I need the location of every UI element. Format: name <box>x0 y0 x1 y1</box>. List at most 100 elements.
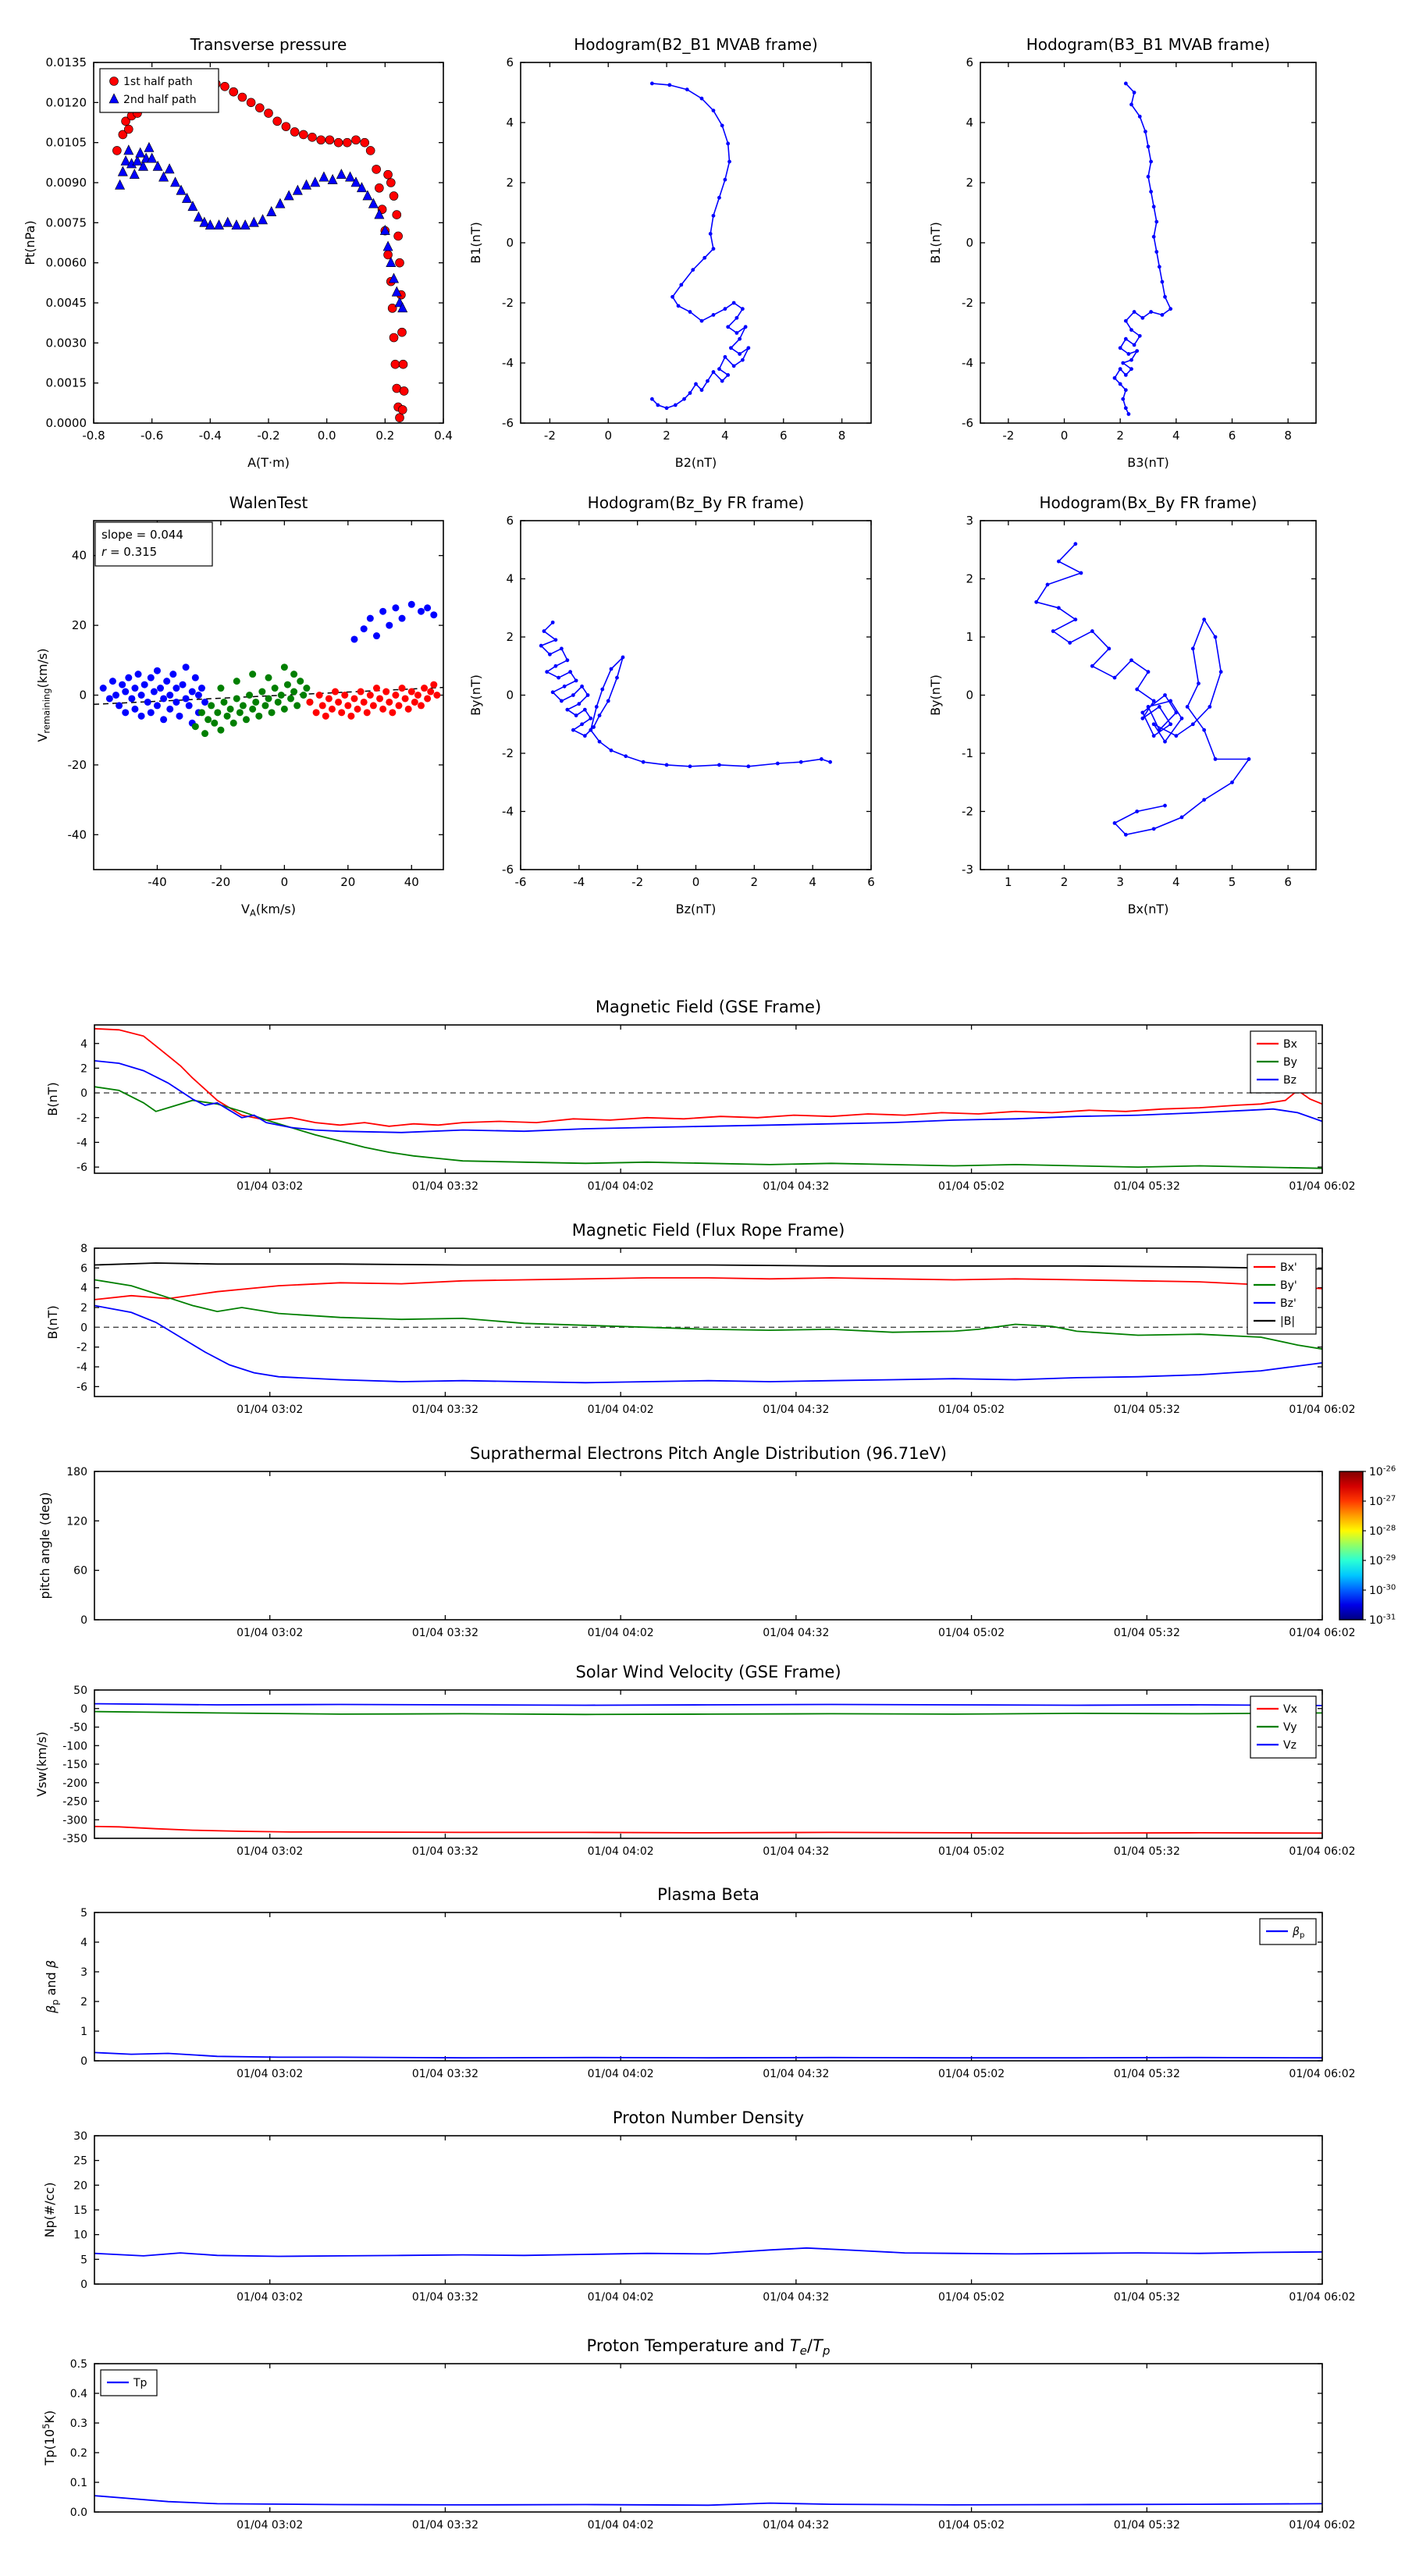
y-tick-label: -1 <box>962 746 973 760</box>
legend-label: 1st half path <box>123 76 193 88</box>
x-tick-label: 01/04 03:02 <box>237 2519 303 2532</box>
series-beta-p <box>94 2051 1322 2059</box>
chart-proton-temperature: Proton Temperature and Te/Tp 01/04 03:02 0… <box>41 2336 1356 2532</box>
x-axis-label: Bz(nT) <box>676 902 717 916</box>
y-tick-label: 0.0000 <box>46 416 87 430</box>
y-tick-label: -6 <box>962 416 973 430</box>
x-tick-label: 20 <box>340 875 355 889</box>
chart-pitch-angle: Suprathermal Electrons Pitch Angle Distr… <box>37 1444 1396 1639</box>
y-tick-label: -6 <box>76 1162 87 1174</box>
x-tick-label: 2 <box>663 429 670 443</box>
x-tick-label: 01/04 05:32 <box>1114 2291 1180 2304</box>
x-tick-label: 01/04 04:02 <box>588 2519 654 2532</box>
y-tick-label: 6 <box>80 1262 87 1275</box>
x-tick-label: -2 <box>631 875 643 889</box>
x-tick-label: 01/04 05:32 <box>1114 2068 1180 2080</box>
x-tick-label: 01/04 04:02 <box>588 1845 654 1858</box>
series-Tp <box>94 2495 1322 2507</box>
y-tick-label: 0 <box>80 1703 87 1716</box>
colorbar-tick-label: 10-26 <box>1369 1465 1396 1478</box>
x-tick-label: 01/04 04:32 <box>763 1627 829 1639</box>
x-tick-label: 40 <box>404 875 419 889</box>
chart-magnetic-field-gse: Magnetic Field (GSE Frame) 01/04 03:02 01/… <box>45 998 1356 1193</box>
x-tick-label: 01/04 04:32 <box>763 1404 829 1416</box>
y-tick-label: 0.0075 <box>46 215 87 229</box>
legend: Tp <box>100 2369 158 2396</box>
x-tick-label: 01/04 05:32 <box>1114 1845 1180 1858</box>
y-tick-label: 0.5 <box>70 2358 87 2371</box>
legend: Bx' By' Bz' |B| <box>1247 1254 1317 1335</box>
y-tick-label: -150 <box>62 1759 87 1771</box>
x-tick-label: 0 <box>281 875 289 889</box>
legend-label: By' <box>1280 1279 1297 1292</box>
chart-hodogram-bz-by: Hodogram(Bz_By FR frame) -6 -4 -2 0 2 4 6 -6 -4 -2… <box>468 493 875 916</box>
chart-title: Plasma Beta <box>657 1885 759 1904</box>
y-tick-label: -4 <box>76 1137 87 1149</box>
x-tick-label: 01/04 03:32 <box>412 2519 478 2532</box>
y-tick-label: 4 <box>506 116 514 130</box>
x-tick-label: 01/04 05:32 <box>1114 1404 1180 1416</box>
legend-label: Vz <box>1283 1739 1297 1752</box>
series-outlier-interval <box>350 600 438 643</box>
chart-title: Proton Number Density <box>613 2108 804 2127</box>
series-Bz' <box>94 1304 1322 1384</box>
y-tick-label: 0.1 <box>70 2477 87 2489</box>
legend-label: Bx <box>1283 1038 1297 1051</box>
x-tick-label: 4 <box>809 875 816 889</box>
y-tick-label: 3 <box>80 1966 87 1979</box>
y-tick-label: 0.0090 <box>46 176 87 190</box>
x-tick-label: -0.2 <box>257 429 279 443</box>
x-tick-label: 01/04 03:32 <box>412 1627 478 1639</box>
series-Bz <box>94 1060 1322 1133</box>
y-tick-label: -2 <box>76 1342 87 1354</box>
x-tick-label: 01/04 05:02 <box>938 2519 1005 2532</box>
y-axis-label: Tp(105K) <box>41 2411 57 2467</box>
y-tick-label: -50 <box>69 1722 87 1735</box>
y-tick-label: -40 <box>68 827 87 841</box>
y-tick-label: 6 <box>506 55 514 69</box>
x-tick-label: 0 <box>692 875 700 889</box>
y-axis-label: By(nT) <box>928 674 943 716</box>
y-tick-label: 5 <box>80 2254 87 2266</box>
y-axis-label: Np(#/cc) <box>42 2183 57 2238</box>
y-tick-label: 0 <box>966 236 973 250</box>
y-tick-label: 20 <box>72 618 87 632</box>
y-tick-label: 30 <box>73 2130 87 2143</box>
x-tick-label: 8 <box>1284 429 1292 443</box>
x-tick-label: 01/04 04:32 <box>763 1180 829 1193</box>
y-tick-label: 0.0135 <box>46 55 87 69</box>
legend-label: By <box>1283 1056 1297 1069</box>
y-tick-label: 4 <box>80 1283 87 1295</box>
y-tick-label: 1 <box>80 2026 87 2038</box>
chart-transverse-pressure: Transverse pressure -0.8 -0.6 -0.4 -0.2 0.0 0.… <box>23 35 453 470</box>
x-tick-label: 01/04 06:02 <box>1289 1180 1355 1193</box>
y-axis-label: B(nT) <box>45 1305 60 1339</box>
legend: βp <box>1259 1918 1317 1945</box>
y-tick-label: 2 <box>506 176 514 190</box>
y-tick-label: -4 <box>76 1361 87 1374</box>
x-tick-label: 0 <box>1061 429 1069 443</box>
x-tick-label: 8 <box>838 429 846 443</box>
y-tick-label: 4 <box>966 116 973 130</box>
y-tick-label: 2 <box>80 1062 87 1075</box>
legend-label: |B| <box>1280 1315 1295 1328</box>
y-tick-label: 120 <box>66 1515 87 1528</box>
y-axis-label: Vsw(km/s) <box>34 1731 49 1796</box>
colorbar-tick-label: 10-27 <box>1369 1495 1396 1508</box>
x-tick-label: 01/04 04:32 <box>763 1845 829 1858</box>
x-tick-label: 6 <box>1284 875 1292 889</box>
legend-label: Bz' <box>1280 1297 1297 1310</box>
annotation-line: slope = 0.044 <box>101 528 183 542</box>
y-tick-label: 0.0045 <box>46 296 87 310</box>
y-tick-label: 4 <box>80 1038 87 1051</box>
y-tick-label: 2 <box>966 176 973 190</box>
y-tick-label: -6 <box>502 863 514 877</box>
y-tick-label: 0 <box>79 688 87 703</box>
x-axis-label: B2(nT) <box>675 455 717 470</box>
x-tick-label: -2 <box>1002 429 1014 443</box>
chart-title: Suprathermal Electrons Pitch Angle Distr… <box>470 1444 947 1463</box>
x-tick-label: 01/04 03:32 <box>412 1404 478 1416</box>
x-tick-label: 01/04 04:32 <box>763 2068 829 2080</box>
annotation-box: slope = 0.044 r = 0.315 <box>94 521 213 567</box>
y-axis-label: Pt(nPa) <box>23 220 37 265</box>
